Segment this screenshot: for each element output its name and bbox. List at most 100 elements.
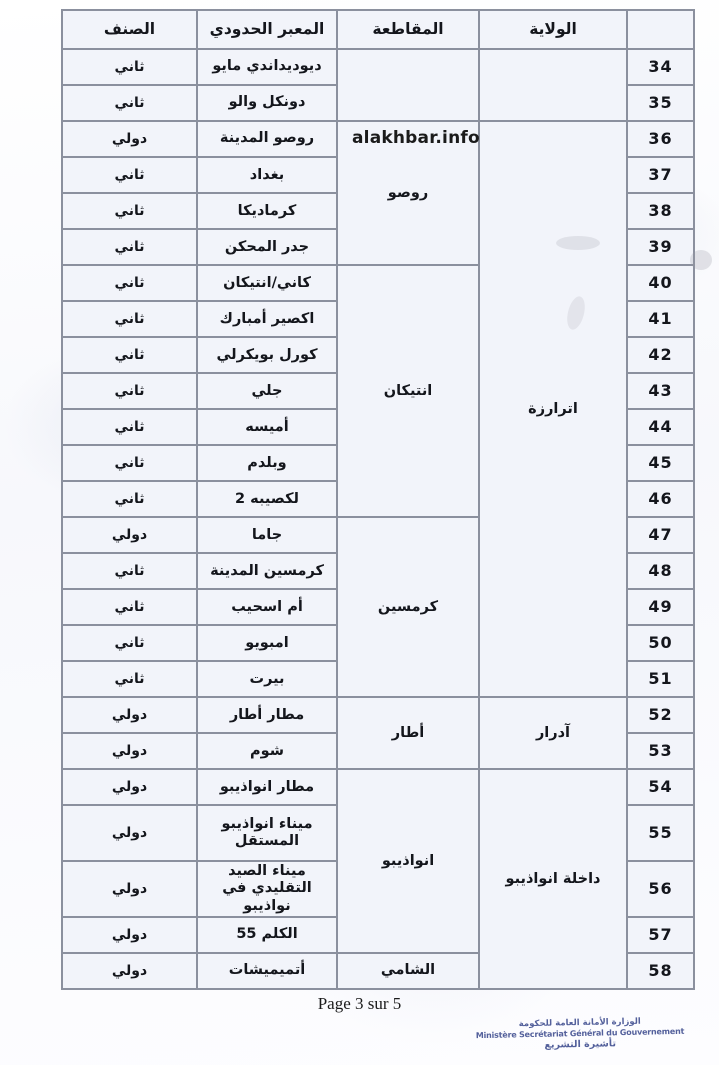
- row-number-cell: 41: [626, 300, 695, 339]
- table-row: 46 لكصيبه 2 ثاني: [61, 480, 695, 519]
- category-cell: دولي: [61, 951, 198, 990]
- column-header-sinf: الصنف: [61, 9, 198, 50]
- category-cell: ثاني: [61, 264, 198, 303]
- row-number-cell: 56: [626, 860, 695, 918]
- row-number-cell: 50: [626, 624, 695, 663]
- moqataa-cell: كرمسين: [336, 516, 480, 699]
- border-crossing-cell: كرماديكا: [196, 192, 338, 231]
- category-cell: ثاني: [61, 408, 198, 447]
- category-cell: ثاني: [61, 444, 198, 483]
- table-row: 55 ميناء انواذيبو المستقل دولي: [61, 804, 695, 863]
- table-row: 56 ميناء الصيد التقليدي في نواذيبو دولي: [61, 860, 695, 918]
- table-header-row: الولاية المقاطعة المعبر الحدودي الصنف: [61, 9, 695, 50]
- row-number-cell: 48: [626, 552, 695, 591]
- row-number-cell: 53: [626, 732, 695, 771]
- category-cell: دولي: [61, 804, 198, 863]
- row-number-cell: 51: [626, 660, 695, 699]
- border-crossing-cell: أم اسحيب: [196, 588, 338, 627]
- table-row: 53 شوم دولي: [61, 732, 695, 771]
- border-crossing-cell: كرمسين المدينة: [196, 552, 338, 591]
- table-row: 34 ديوديداندي مايو ثاني: [61, 47, 695, 123]
- border-crossing-cell: مطار أطار: [196, 696, 338, 735]
- border-crossing-cell: ديوديداندي مايو: [196, 47, 338, 87]
- page-footer: Page 3 sur 5: [0, 994, 719, 1014]
- table-row: 54 داخلة انواذيبو انواذيبو مطار انواذيبو دول…: [61, 768, 695, 990]
- border-crossing-cell: أتميميشات: [196, 951, 338, 990]
- column-header-moqataa: المقاطعة: [336, 9, 480, 50]
- border-crossing-cell: لكصيبه 2: [196, 480, 338, 519]
- table-row: 58 الشامي أتميميشات دولي: [61, 951, 695, 990]
- table-row: 51 بيرت ثاني: [61, 660, 695, 699]
- border-crossing-cell: وبلدم: [196, 444, 338, 483]
- table-row: 40 انتيكان كاني/انتيكان ثاني: [61, 264, 695, 519]
- wilaya-cell: اترارزة: [478, 120, 628, 699]
- category-cell: ثاني: [61, 480, 198, 519]
- border-crossing-cell: جاما: [196, 516, 338, 555]
- category-cell: دولي: [61, 860, 198, 918]
- border-crossing-cell: الكلم 55: [196, 915, 338, 954]
- border-crossing-cell: كورل بويكرلي: [196, 336, 338, 375]
- table-row: 57 الكلم 55 دولي: [61, 915, 695, 954]
- table-row: 37 بغداد ثاني: [61, 156, 695, 195]
- border-crossing-cell: روصو المدينة: [196, 120, 338, 159]
- table-row: 42 كورل بويكرلي ثاني: [61, 336, 695, 375]
- table-row: 49 أم اسحيب ثاني: [61, 588, 695, 627]
- table-row: 43 جلي ثاني: [61, 372, 695, 411]
- government-stamp: الوزارة الأمانة العامة للحكومة Ministère…: [470, 1016, 691, 1053]
- row-number-cell: 47: [626, 516, 695, 555]
- table-row: 50 امبويو ثاني: [61, 624, 695, 663]
- table-row: 48 كرمسين المدينة ثاني: [61, 552, 695, 591]
- category-cell: ثاني: [61, 552, 198, 591]
- category-cell: دولي: [61, 696, 198, 735]
- category-cell: ثاني: [61, 300, 198, 339]
- category-cell: دولي: [61, 732, 198, 771]
- table-row: 52 آدرار أطار مطار أطار دولي: [61, 696, 695, 771]
- table-row: 41 اكصير أمبارك ثاني: [61, 300, 695, 339]
- row-number-cell: 45: [626, 444, 695, 483]
- category-cell: ثاني: [61, 588, 198, 627]
- row-number-cell: 36: [626, 120, 695, 159]
- category-cell: ثاني: [61, 336, 198, 375]
- column-header-wilaya: الولاية: [478, 9, 628, 50]
- wilaya-cell: آدرار: [478, 696, 628, 771]
- row-number-cell: 54: [626, 768, 695, 807]
- table-row: 36 اترارزة روصو روصو المدينة دولي: [61, 120, 695, 699]
- moqataa-cell: [336, 47, 480, 123]
- row-number-cell: 52: [626, 696, 695, 735]
- border-crossing-cell: اكصير أمبارك: [196, 300, 338, 339]
- category-cell: دولي: [61, 516, 198, 555]
- row-number-cell: 44: [626, 408, 695, 447]
- wilaya-cell: داخلة انواذيبو: [478, 768, 628, 990]
- category-cell: ثاني: [61, 624, 198, 663]
- border-crossing-cell: ميناء انواذيبو المستقل: [196, 804, 338, 863]
- table-row: 38 كرماديكا ثاني: [61, 192, 695, 231]
- row-number-cell: 40: [626, 264, 695, 303]
- category-cell: ثاني: [61, 84, 198, 123]
- border-crossing-cell: شوم: [196, 732, 338, 771]
- border-crossing-cell: امبويو: [196, 624, 338, 663]
- border-crossing-cell: ميناء الصيد التقليدي في نواذيبو: [196, 860, 338, 918]
- row-number-cell: 46: [626, 480, 695, 519]
- row-number-cell: 39: [626, 228, 695, 267]
- row-number-cell: 37: [626, 156, 695, 195]
- category-cell: ثاني: [61, 228, 198, 267]
- row-number-cell: 57: [626, 915, 695, 954]
- border-crossing-cell: بغداد: [196, 156, 338, 195]
- table-row: 45 وبلدم ثاني: [61, 444, 695, 483]
- border-crossings-table: الولاية المقاطعة المعبر الحدودي الصنف 34…: [61, 9, 695, 990]
- table-header: الولاية المقاطعة المعبر الحدودي الصنف: [61, 9, 695, 50]
- stamp-line-arabic-bottom: تأشيرة التشريع: [544, 1037, 617, 1051]
- table-row: 35 دونكل والو ثاني: [61, 84, 695, 123]
- table-row: 47 كرمسين جاما دولي: [61, 516, 695, 699]
- category-cell: ثاني: [61, 192, 198, 231]
- category-cell: ثاني: [61, 156, 198, 195]
- row-number-cell: 42: [626, 336, 695, 375]
- stamp-line-arabic-top: الوزارة الأمانة العامة للحكومة: [518, 1016, 641, 1030]
- page-label: Page 3 sur 5: [317, 994, 402, 1013]
- column-header-number: [626, 9, 695, 50]
- row-number-cell: 55: [626, 804, 695, 863]
- border-crossing-cell: جدر المحكن: [196, 228, 338, 267]
- moqataa-cell: روصو: [336, 120, 480, 267]
- category-cell: ثاني: [61, 47, 198, 87]
